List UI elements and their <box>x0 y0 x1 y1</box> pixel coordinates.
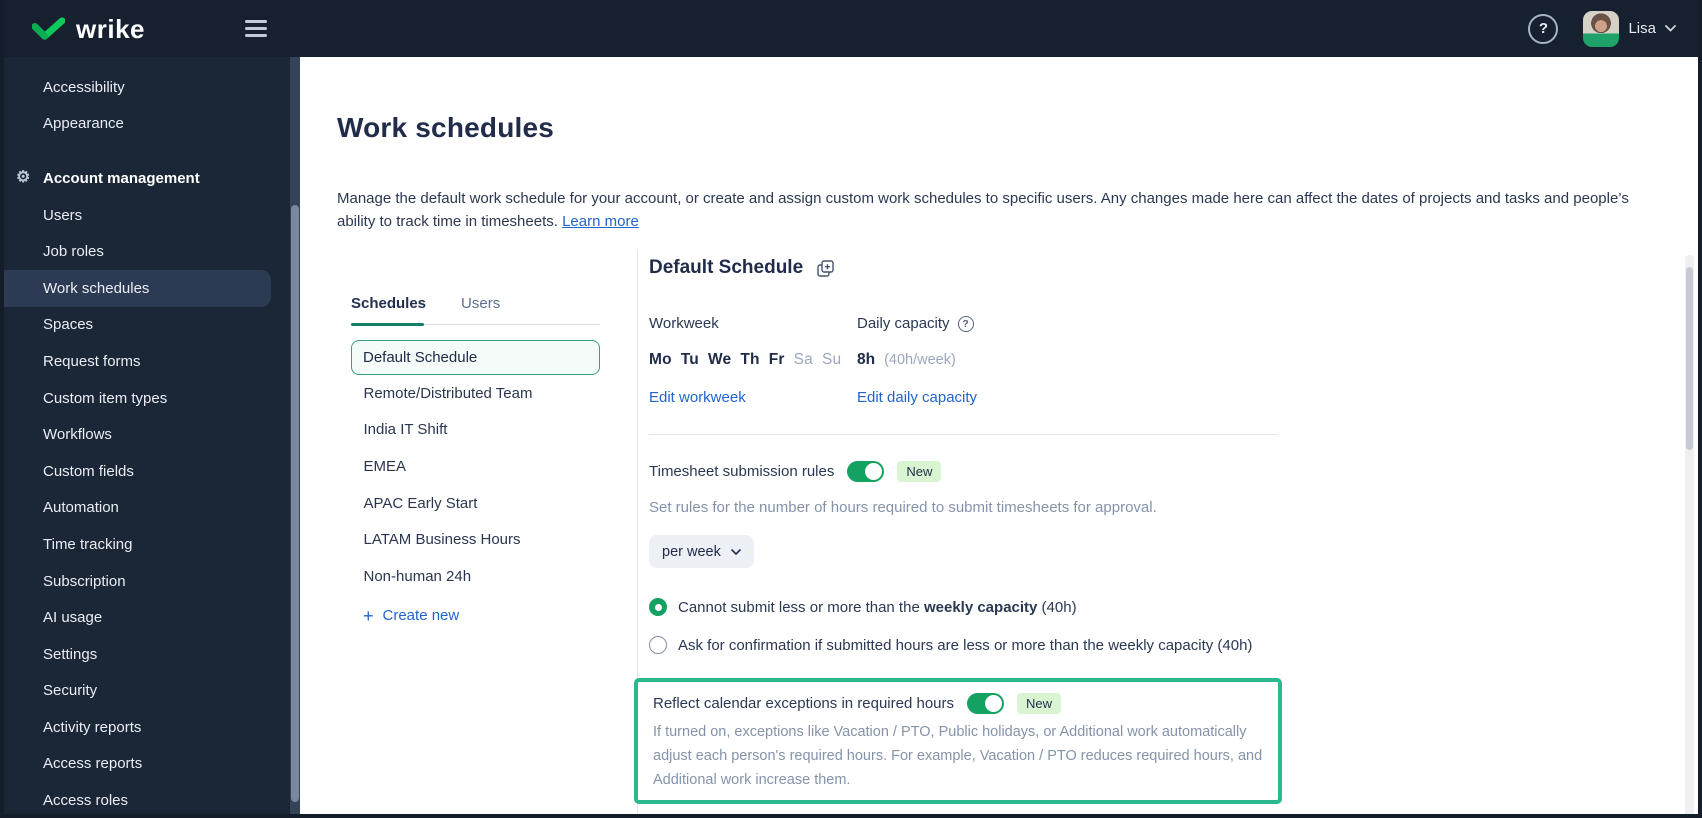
question-circle-icon[interactable]: ? <box>957 315 974 332</box>
create-new-schedule-button[interactable]: + Create new <box>363 607 600 625</box>
day-tu: Tu <box>680 351 699 368</box>
schedule-item-apac[interactable]: APAC Early Start <box>363 494 478 512</box>
vertical-divider <box>637 249 638 814</box>
learn-more-link[interactable]: Learn more <box>562 213 639 230</box>
day-su: Su <box>821 351 842 368</box>
top-bar: wrike ? Lisa <box>4 0 1698 57</box>
wrike-logo-icon <box>32 16 65 40</box>
day-we: We <box>707 351 732 368</box>
radio-option-weekly-capacity[interactable]: Cannot submit less or more than the week… <box>649 598 1318 616</box>
sidebar-item-subscription[interactable]: Subscription <box>43 572 126 590</box>
edit-daily-capacity-link[interactable]: Edit daily capacity <box>857 389 978 406</box>
timesheet-rules-toggle[interactable] <box>847 461 885 482</box>
description-text: Manage the default work schedule for you… <box>337 190 1629 230</box>
workweek-label: Workweek <box>649 315 719 332</box>
sidebar-item-workflows[interactable]: Workflows <box>43 426 112 444</box>
topbar-right: ? Lisa <box>1528 10 1676 47</box>
sidebar-item-activity-reports[interactable]: Activity reports <box>43 718 142 736</box>
capacity-note: (40h/week) <box>884 352 956 368</box>
plus-icon: + <box>363 605 374 626</box>
settings-sidebar: Accessibility Appearance ⚙ Account manag… <box>4 57 300 814</box>
wrike-logo[interactable]: wrike <box>32 16 145 42</box>
new-badge: New <box>1017 693 1062 714</box>
main-content: Work schedules Manage the default work s… <box>300 57 1698 814</box>
day-mo: Mo <box>649 351 672 368</box>
sidebar-item-ai-usage[interactable]: AI usage <box>43 609 103 627</box>
sidebar-item-custom-fields[interactable]: Custom fields <box>43 462 134 480</box>
schedule-item-emea[interactable]: EMEA <box>363 457 407 475</box>
wrike-logo-text: wrike <box>76 13 145 44</box>
sidebar-item-custom-item-types[interactable]: Custom item types <box>43 389 168 407</box>
horizontal-divider <box>649 434 1277 435</box>
sidebar-scrollbar[interactable] <box>290 57 300 814</box>
schedule-item-remote[interactable]: Remote/Distributed Team <box>363 384 533 402</box>
sidebar-item-accessibility[interactable]: Accessibility <box>43 78 125 96</box>
radio-option-label: Cannot submit less or more than the week… <box>678 598 1077 616</box>
day-th: Th <box>740 351 760 368</box>
sidebar-item-access-reports[interactable]: Access reports <box>43 755 143 773</box>
schedule-item-latam[interactable]: LATAM Business Hours <box>363 531 521 549</box>
chevron-down-icon <box>1665 25 1676 32</box>
main-scrollbar-thumb[interactable] <box>1686 267 1693 450</box>
day-sa: Sa <box>793 351 813 368</box>
chevron-down-icon <box>731 548 741 555</box>
timesheet-rules-description: Set rules for the number of hours requir… <box>649 499 1157 516</box>
main-scrollbar[interactable] <box>1685 255 1694 814</box>
sidebar-item-users[interactable]: Users <box>43 206 83 224</box>
tab-users[interactable]: Users <box>461 295 501 312</box>
sidebar-item-time-tracking[interactable]: Time tracking <box>43 535 133 553</box>
sidebar-item-settings[interactable]: Settings <box>43 645 98 663</box>
daily-capacity-label: Daily capacity <box>857 315 950 332</box>
schedule-detail-panel: Default Schedule Workweek <box>634 249 1318 814</box>
schedule-tabs: Schedules Users <box>351 295 600 325</box>
radio-selected-icon[interactable] <box>649 598 667 616</box>
timesheet-rules-label: Timesheet submission rules <box>649 463 835 480</box>
schedule-item-default-selected[interactable]: Default Schedule <box>351 340 600 375</box>
sidebar-item-access-roles[interactable]: Access roles <box>43 792 129 810</box>
schedule-item-india-it[interactable]: India IT Shift <box>363 421 448 439</box>
day-fr: Fr <box>768 351 785 368</box>
page-title: Work schedules <box>337 112 555 143</box>
sidebar-item-job-roles[interactable]: Job roles <box>43 243 104 261</box>
sidebar-item-work-schedules[interactable]: Work schedules <box>4 269 271 307</box>
sidebar-item-appearance[interactable]: Appearance <box>43 115 124 133</box>
radio-option-label: Ask for confirmation if submitted hours … <box>678 636 1253 654</box>
calendar-exceptions-toggle[interactable] <box>967 693 1005 714</box>
sidebar-item-label: Account management <box>43 169 200 187</box>
sidebar-item-request-forms[interactable]: Request forms <box>43 352 141 370</box>
new-badge: New <box>897 461 942 482</box>
user-menu[interactable]: Lisa <box>1583 10 1676 47</box>
daily-capacity-value: 8h (40h/week) <box>857 351 977 369</box>
schedule-item-non-human[interactable]: Non-human 24h <box>363 567 472 585</box>
period-select-value: per week <box>662 543 721 560</box>
sidebar-item-security[interactable]: Security <box>43 682 98 700</box>
create-new-label: Create new <box>382 607 460 625</box>
sidebar-item-automation[interactable]: Automation <box>43 499 119 517</box>
avatar <box>1583 10 1620 47</box>
calendar-exceptions-label: Reflect calendar exceptions in required … <box>653 695 955 712</box>
calendar-exceptions-highlight-box: Reflect calendar exceptions in required … <box>634 678 1282 804</box>
period-select[interactable]: per week <box>649 535 754 568</box>
hamburger-menu-icon[interactable] <box>241 16 271 41</box>
capacity-hours: 8h <box>857 351 876 368</box>
user-name: Lisa <box>1628 20 1656 37</box>
page-description: Manage the default work schedule for you… <box>337 187 1667 233</box>
edit-workweek-link[interactable]: Edit workweek <box>649 389 746 406</box>
help-icon[interactable]: ? <box>1528 13 1559 44</box>
sidebar-item-account-management[interactable]: ⚙ Account management <box>4 160 271 197</box>
calendar-exceptions-description: If turned on, exceptions like Vacation /… <box>653 724 1263 788</box>
sidebar-item-spaces[interactable]: Spaces <box>43 316 94 334</box>
schedule-list-column: Schedules Users Default Schedule Remote/… <box>351 249 600 814</box>
schedule-detail-title: Default Schedule <box>649 257 804 278</box>
workweek-days: Mo Tu We Th Fr Sa Su <box>649 351 857 369</box>
radio-unselected-icon[interactable] <box>649 636 667 654</box>
duplicate-schedule-icon[interactable] <box>817 259 834 277</box>
radio-option-ask-confirmation[interactable]: Ask for confirmation if submitted hours … <box>649 636 1318 654</box>
gear-icon: ⚙ <box>16 169 31 187</box>
tab-schedules[interactable]: Schedules <box>351 295 427 312</box>
sidebar-scrollbar-thumb[interactable] <box>291 205 299 802</box>
